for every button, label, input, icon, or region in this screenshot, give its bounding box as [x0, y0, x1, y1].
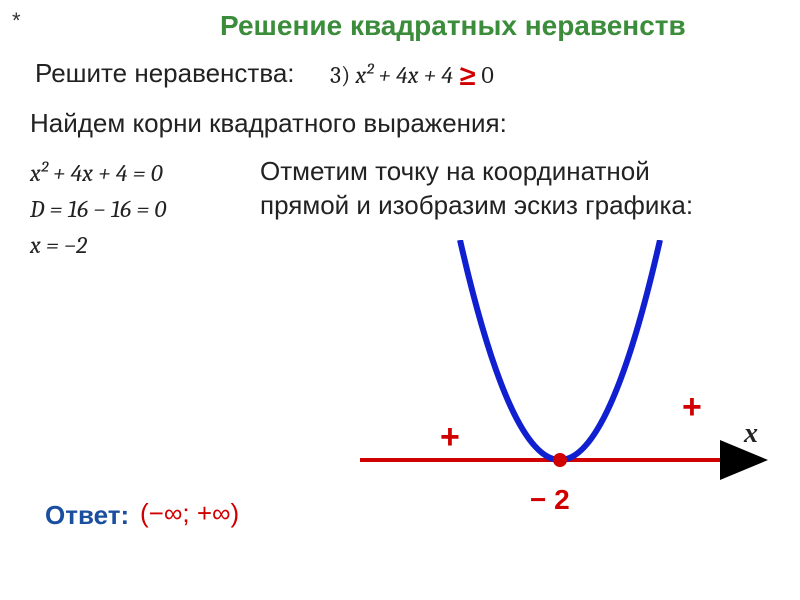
page-title: Решение квадратных неравенств	[220, 10, 686, 42]
problem-rhs: 0	[481, 61, 493, 89]
problem-lhs: x² + 4x + 4	[356, 61, 454, 89]
x-axis-label: x	[744, 418, 758, 450]
vertex-point	[553, 453, 567, 467]
prompt-text: Решите неравенства:	[35, 58, 295, 89]
problem-expression: 3) x² + 4x + 4 ≥ 0	[330, 56, 494, 91]
problem-operator: ≥	[458, 58, 476, 93]
eq-line-3: x = −2	[30, 227, 166, 263]
vertex-label: − 2	[530, 484, 570, 516]
answer-label: Ответ:	[45, 500, 129, 531]
step-find-roots: Найдем корни квадратного выражения:	[30, 108, 507, 139]
step-plot-line2: прямой и изобразим эскиз графика:	[260, 190, 693, 220]
parabola-curve	[460, 240, 660, 460]
plus-sign-left: +	[440, 418, 460, 457]
answer-value: (−∞; +∞)	[140, 498, 239, 529]
plus-sign-right: +	[682, 388, 702, 427]
equation-block: x² + 4x + 4 = 0 D = 16 − 16 = 0 x = −2	[30, 155, 166, 263]
step-plot-line1: Отметим точку на координатной	[260, 156, 650, 186]
eq-line-1: x² + 4x + 4 = 0	[30, 155, 166, 191]
problem-number: 3)	[330, 61, 350, 89]
slide-marker: *	[12, 8, 21, 34]
step-plot: Отметим точку на координатной прямой и и…	[260, 155, 693, 223]
parabola-graph	[360, 240, 780, 560]
eq-line-2: D = 16 − 16 = 0	[30, 191, 166, 227]
